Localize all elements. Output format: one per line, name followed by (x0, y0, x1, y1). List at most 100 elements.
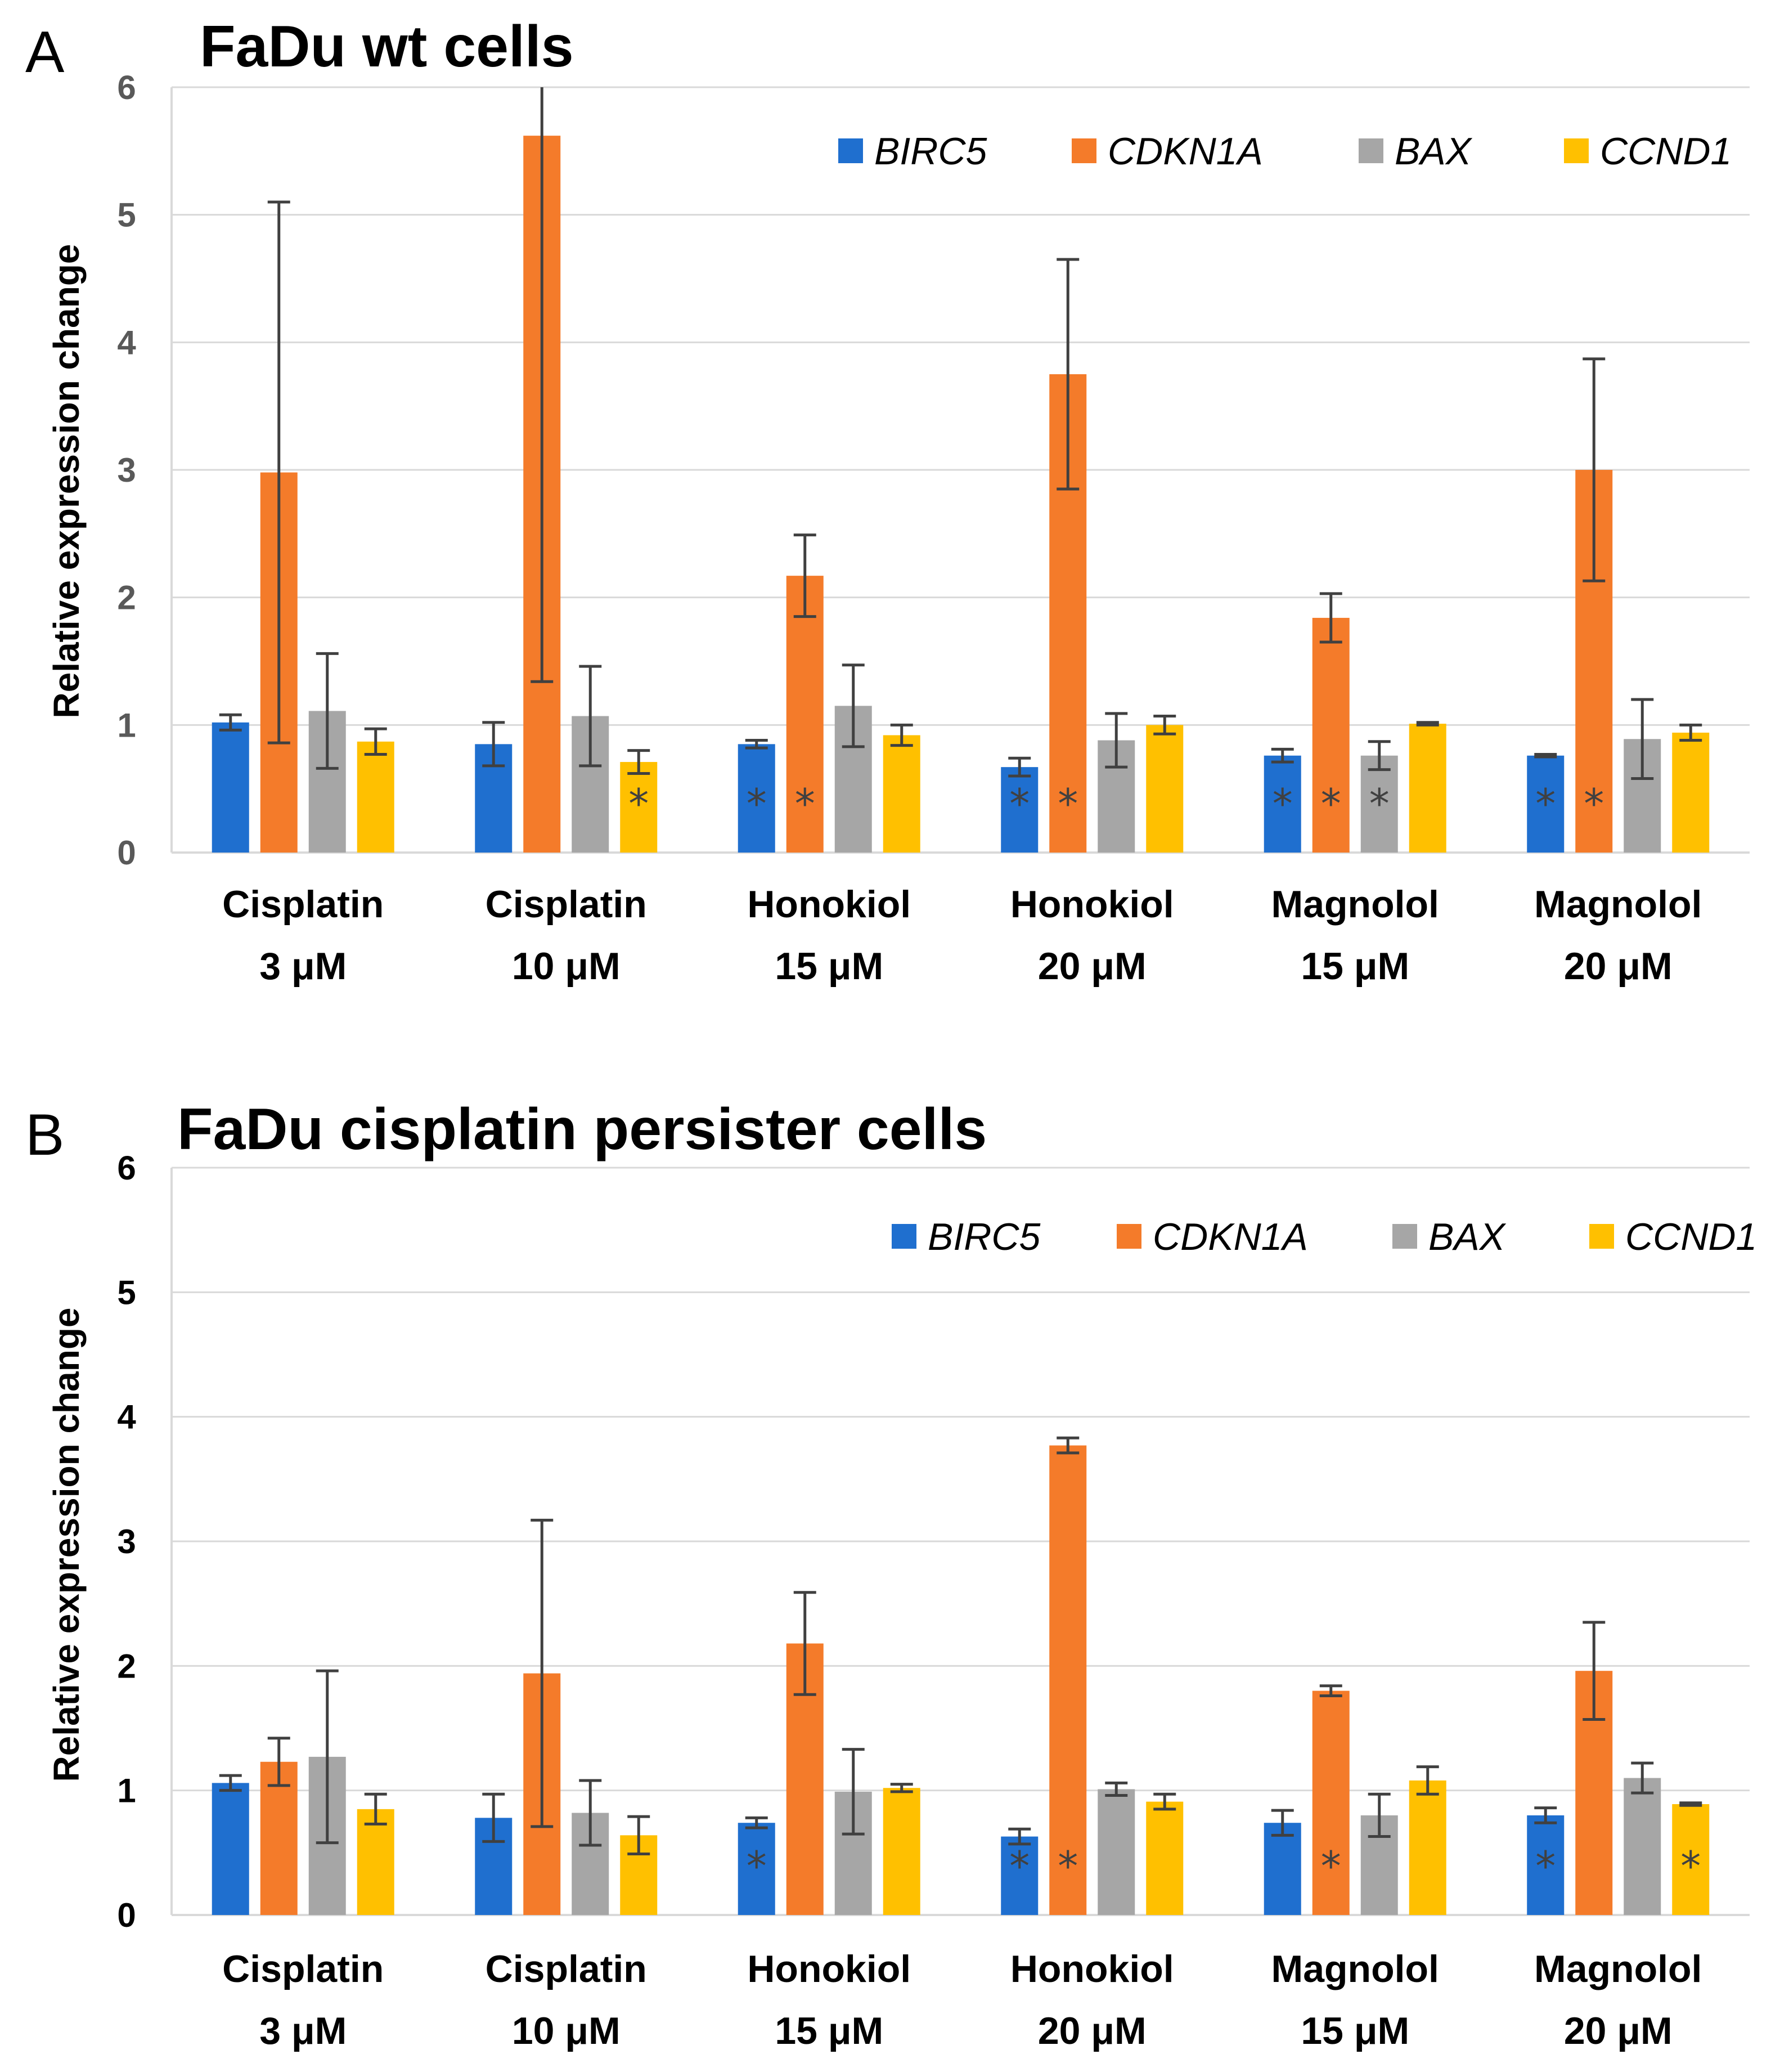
panel-a-significance-asterisk: * (1058, 780, 1078, 827)
panel-b-significance-asterisk: * (747, 1842, 767, 1890)
panel-a-y-ticks: 0 1 2 3 4 5 6 (117, 69, 136, 872)
panel-b-error-bar (579, 1779, 602, 1847)
panel-b-x-tick-label-line1: Cisplatin (486, 1948, 647, 1990)
panel-a-legend-swatch-bax (1359, 138, 1383, 163)
panel-b-error-bar (531, 1518, 554, 1828)
panel-b-bar-ccnd1 (1672, 1804, 1710, 1915)
panel-b-y-tick-label: 6 (117, 1149, 136, 1187)
panel-b-bar-ccnd1 (357, 1809, 394, 1915)
panel-a-legend-label-cdkn1a: CDKN1A (1108, 130, 1263, 173)
panel-b-y-tick-label: 2 (117, 1647, 136, 1685)
panel-b-legend-label-cdkn1a: CDKN1A (1153, 1216, 1308, 1258)
panel-a-legend-swatch-ccnd1 (1564, 138, 1589, 163)
panel-a-error-bar (1583, 357, 1606, 582)
panel-b-y-axis-label: Relative expression change (46, 1307, 87, 1782)
panel-b-x-tick-label-line1: Magnolol (1271, 1948, 1439, 1990)
panel-b-x-tick-label-line1: Honokiol (747, 1948, 911, 1990)
panel-a-error-bar (1057, 258, 1080, 491)
panel-b-error-bar (1416, 1765, 1439, 1796)
panel-a-error-bar (627, 749, 650, 775)
panel-a-x-tick-label-line1: Honokiol (747, 883, 911, 926)
panel-a-letter: A (25, 20, 65, 85)
panel-a-bars: * * * * * * * * * * (212, 87, 1710, 853)
panel-a-x-tick-label-line2: 3 μM (259, 945, 347, 988)
panel-a-significance-asterisk: * (1321, 780, 1341, 827)
panel-b-bar-ccnd1 (1409, 1780, 1446, 1915)
panel-b-bar-cdkn1a (1312, 1690, 1350, 1915)
panel-b-error-bar (1631, 1761, 1654, 1795)
panel-a-legend-swatch-birc5 (838, 138, 863, 163)
panel-b-error-bar (1271, 1809, 1294, 1837)
panel-b-legend: BIRC5 CDKN1A BAX CCND1 (892, 1216, 1757, 1258)
panel-b-y-tick-label: 1 (117, 1772, 136, 1810)
panel-b-error-bar (1368, 1792, 1391, 1838)
panel-b-gridlines (172, 1167, 1750, 1792)
panel-a-y-tick-label: 2 (117, 579, 136, 617)
panel-b-bars: * * * * * * (212, 1436, 1710, 1915)
panel-b-bar-cdkn1a (1049, 1445, 1087, 1915)
panel-b-y-tick-label: 5 (117, 1273, 136, 1311)
panel-b-error-bar (793, 1591, 816, 1696)
panel-b-y-tick-label: 4 (117, 1398, 136, 1436)
panel-a-x-tick-label-line2: 20 μM (1038, 945, 1147, 988)
panel-a-error-bar (1008, 756, 1031, 778)
panel-a-error-bar (842, 663, 865, 748)
panel-b-error-bar (890, 1783, 913, 1793)
panel-a-bar-birc5 (1001, 767, 1039, 853)
panel-a-bar-ccnd1 (883, 735, 920, 853)
panel-b-error-bar (1679, 1801, 1702, 1807)
panel-b-error-bar (1153, 1792, 1176, 1811)
panel-b-error-bar (1534, 1806, 1557, 1824)
panel-b-error-bar (1057, 1436, 1080, 1455)
panel-a-significance-asterisk: * (747, 780, 767, 827)
panel-a-error-bar (1534, 752, 1557, 759)
panel-a-y-axis-label: Relative expression change (46, 244, 87, 718)
panel-b-x-tick-label-line2: 10 μM (512, 2010, 621, 2052)
panel-b-bar-birc5 (212, 1783, 249, 1915)
panel-a-bar-bax (1360, 755, 1398, 853)
panel-b-error-bar (842, 1748, 865, 1836)
panel-b-x-tick-label-line2: 3 μM (259, 2010, 347, 2052)
panel-a-significance-asterisk: * (1009, 780, 1030, 827)
panel-a-x-tick-label-line2: 20 μM (1564, 945, 1673, 988)
panel-b-bar-bax (1624, 1778, 1661, 1915)
panel-a-error-bar (793, 533, 816, 618)
panel-a-bar-birc5 (1264, 755, 1301, 853)
panel-a-x-ticks: Cisplatin 3 μM Cisplatin 10 μM Honokiol 15 μM… (222, 883, 1702, 988)
panel-b: B FaDu cisplatin persister cells Relativ… (25, 1097, 1757, 2052)
panel-a-bar-ccnd1 (620, 762, 658, 853)
panel-a-error-bar (1271, 747, 1294, 764)
panel-b-bar-birc5 (738, 1823, 775, 1915)
panel-a-error-bar (1631, 698, 1654, 781)
panel-b-title: FaDu cisplatin persister cells (177, 1097, 987, 1162)
panel-a-y-tick-label: 4 (117, 324, 136, 361)
panel-a-bar-cdkn1a (1312, 617, 1350, 853)
panel-b-letter: B (25, 1102, 64, 1168)
panel-a-error-bar (219, 713, 242, 732)
panel-a-legend-label-birc5: BIRC5 (874, 130, 987, 173)
panel-b-x-tick-label-line2: 20 μM (1564, 2010, 1673, 2052)
panel-a-legend-swatch-cdkn1a (1072, 138, 1096, 163)
panel-b-significance-asterisk: * (1680, 1842, 1701, 1890)
panel-a-error-bar (1153, 714, 1176, 735)
panel-b-legend-swatch-birc5 (892, 1224, 916, 1249)
panel-a-y-tick-label: 6 (117, 69, 136, 106)
panel-a-x-tick-label-line2: 15 μM (1301, 945, 1409, 988)
panel-b-x-tick-label-line2: 15 μM (1301, 2010, 1409, 2052)
panel-b-bar-birc5 (1001, 1836, 1039, 1915)
panel-b-significance-asterisk: * (1058, 1842, 1078, 1890)
panel-b-error-bar (627, 1815, 650, 1856)
panel-b-x-tick-label-line1: Magnolol (1534, 1948, 1702, 1990)
panel-a: A FaDu wt cells Relative expression chan… (25, 14, 1750, 988)
panel-b-y-tick-label: 3 (117, 1523, 136, 1560)
panel-b-error-bar (219, 1774, 242, 1792)
panel-a-error-bar (1679, 723, 1702, 742)
panel-b-error-bar (482, 1792, 505, 1843)
panel-a-error-bar (579, 665, 602, 768)
panel-b-error-bar (1583, 1621, 1606, 1721)
panel-b-error-bar (364, 1792, 387, 1826)
panel-b-legend-label-bax: BAX (1428, 1216, 1507, 1258)
panel-a-legend-label-ccnd1: CCND1 (1600, 130, 1732, 173)
panel-a-significance-asterisk: * (1535, 780, 1556, 827)
